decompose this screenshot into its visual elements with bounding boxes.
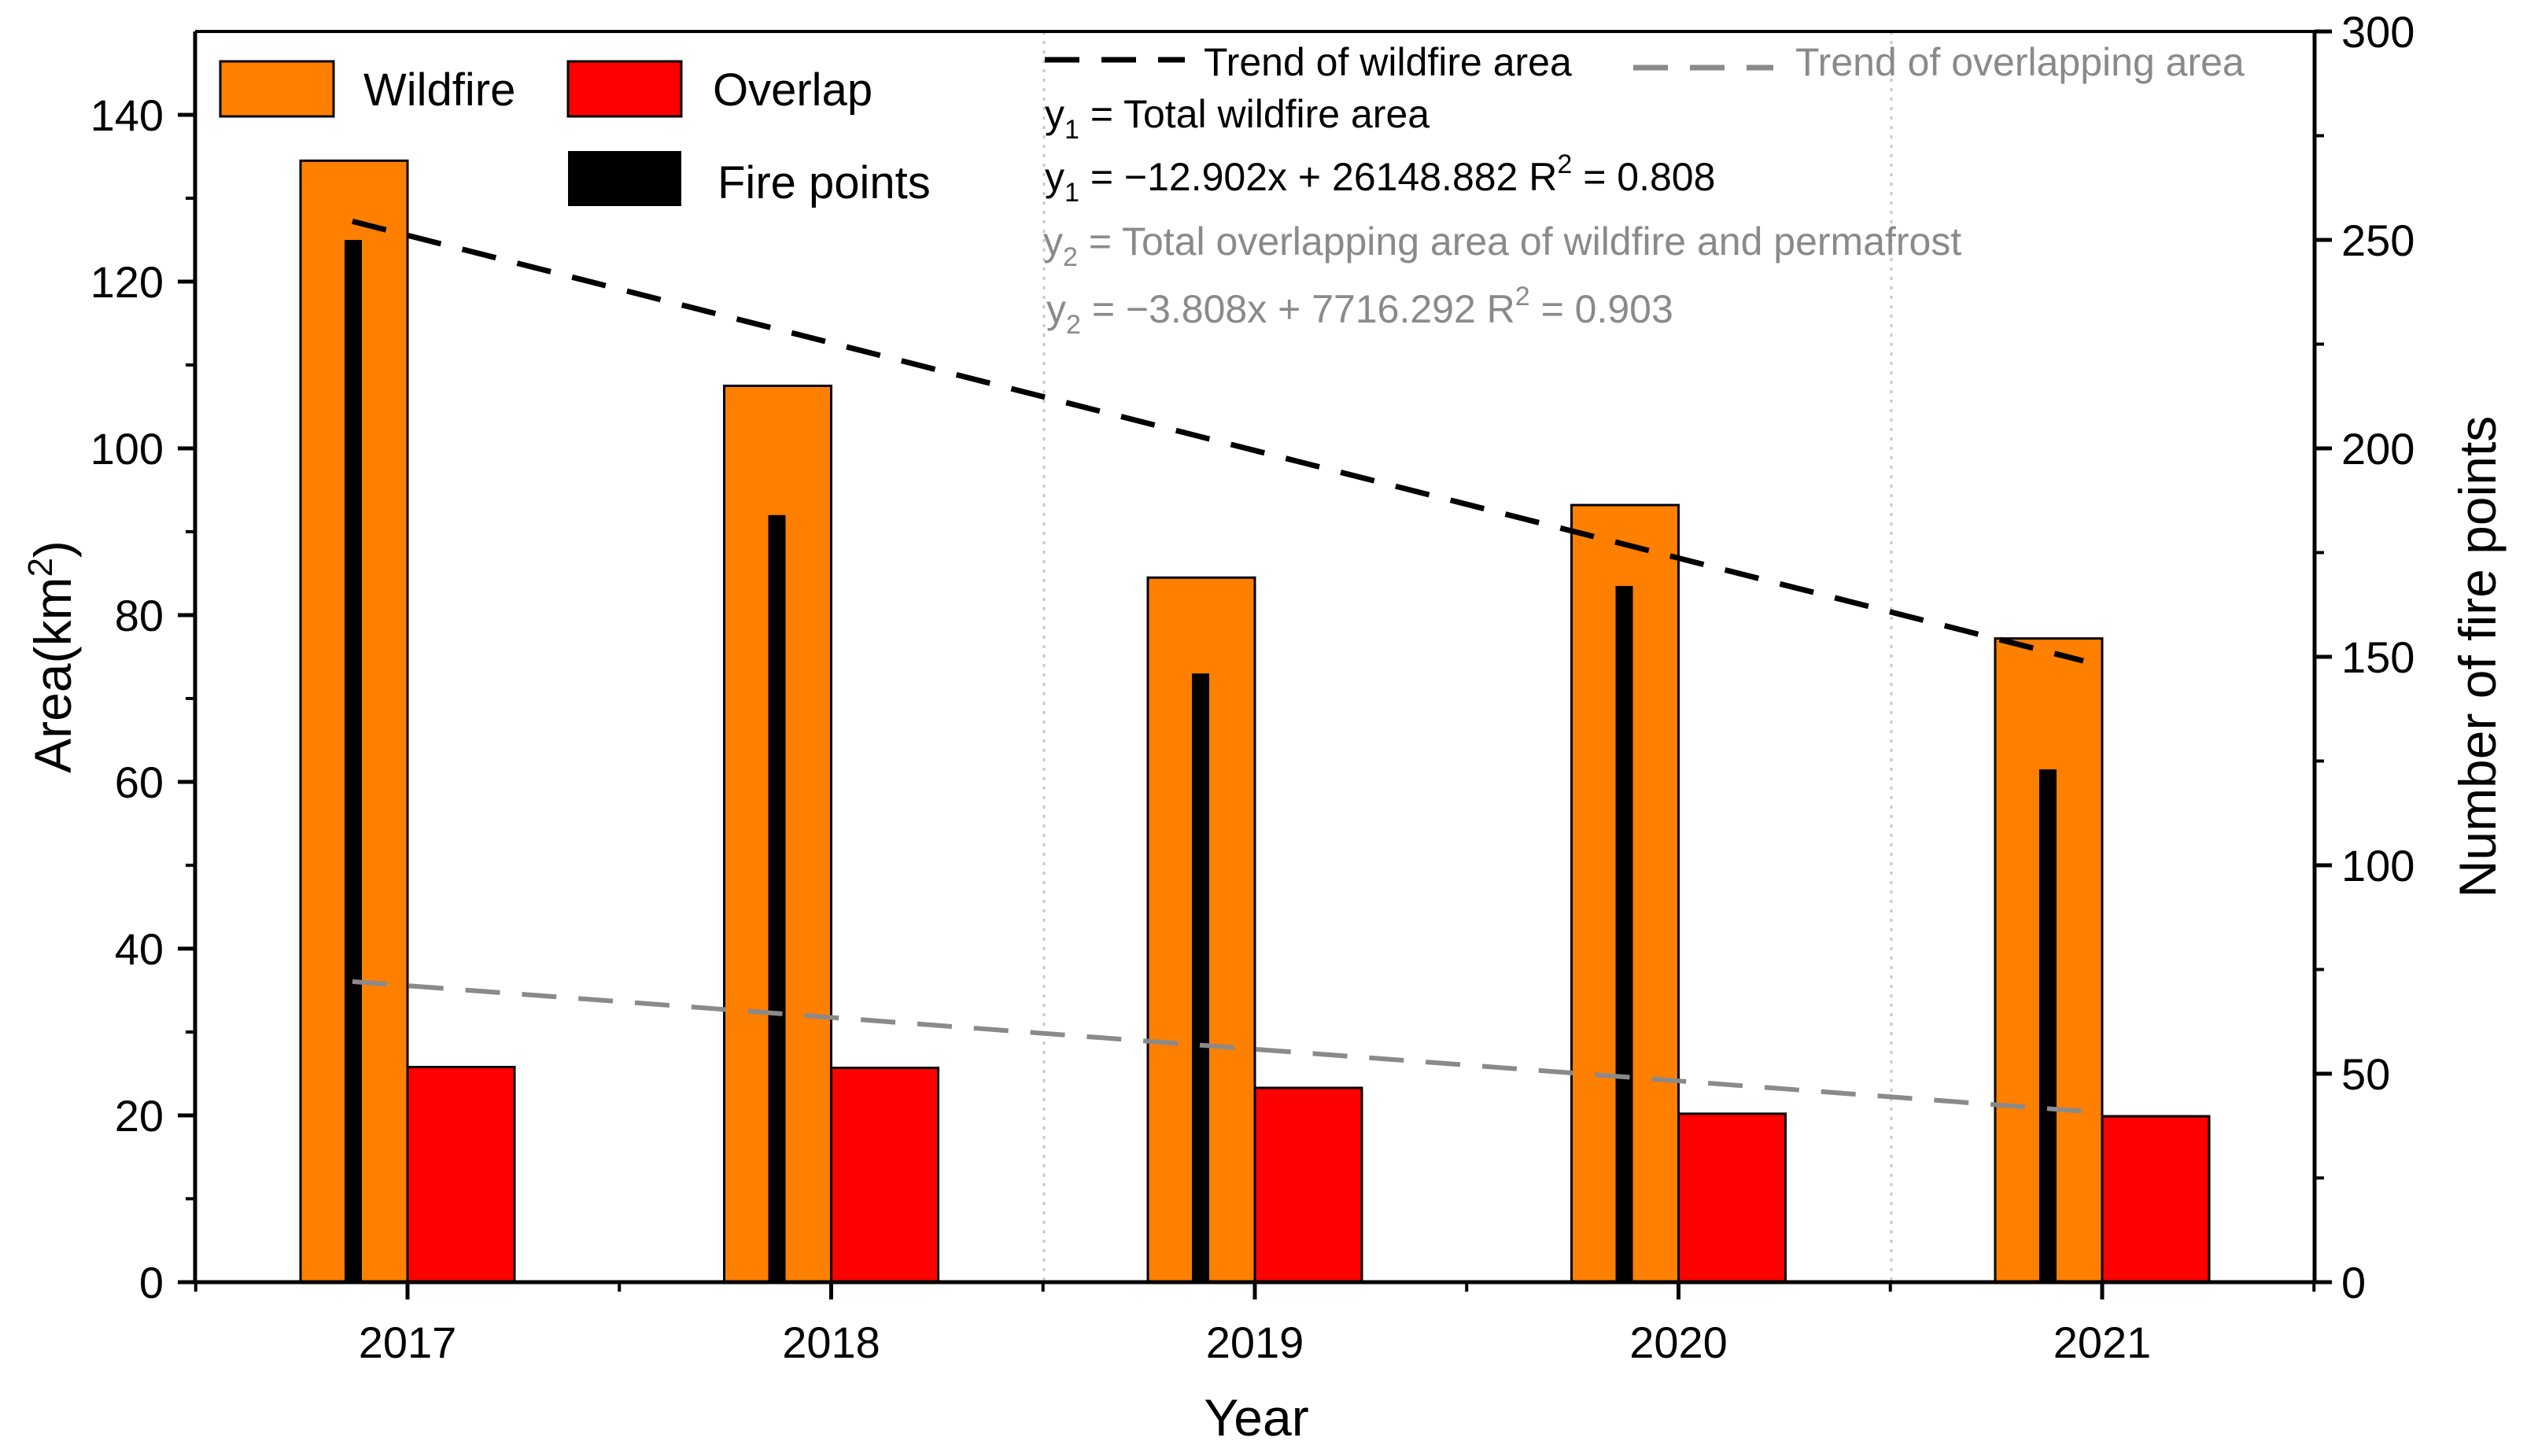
y2-tick-label-50: 50 (2341, 1049, 2390, 1099)
bar-fire-points-2021 (2039, 769, 2057, 1282)
bar-fire-points-2017 (345, 240, 362, 1282)
y-tick-label-60: 60 (115, 757, 164, 807)
y1-definition: y1 = Total wildfire area (1045, 92, 1430, 145)
y2-tick-label-100: 100 (2341, 841, 2414, 890)
x-tick-label-2017: 2017 (359, 1318, 457, 1367)
legend-swatch-fire-points (568, 151, 681, 206)
y-tick-label-80: 80 (115, 591, 164, 640)
legend-label-trend-wildfire: Trend of wildfire area (1204, 40, 1572, 84)
legend-label-trend-overlap: Trend of overlapping area (1795, 40, 2245, 84)
bar-overlap-2019 (1253, 1086, 1363, 1284)
y-tick-label-40: 40 (115, 924, 164, 974)
legend-label-fire-points: Fire points (718, 157, 931, 208)
y-tick-label-120: 120 (90, 257, 164, 307)
x-tick-label-2021: 2021 (2053, 1318, 2152, 1367)
y2-tick-label-150: 150 (2341, 632, 2414, 682)
x-axis-title: Year (1204, 1388, 1308, 1447)
y2-tick-label-200: 200 (2341, 424, 2414, 474)
trend-line-wildfire (352, 219, 2084, 664)
y2-equation: y2 = −3.808x + 7716.292 R2 = 0.903 (1046, 282, 1673, 340)
bars-layer (299, 159, 2211, 1284)
x-tick-label-2020: 2020 (1629, 1318, 1728, 1367)
bar-overlap-2017 (406, 1066, 516, 1284)
legend-swatch-wildfire (219, 60, 335, 118)
y-tick-label-100: 100 (90, 424, 164, 474)
bar-overlap-2021 (2101, 1115, 2211, 1284)
bar-overlap-2020 (1677, 1112, 1787, 1284)
y2-axis-title: Number of fire points (2448, 416, 2507, 898)
legend-label-overlap: Overlap (713, 65, 872, 116)
ticks-layer: 0 20 40 60 80 100 120 140 0 50 100 150 200 250 300 2017… (90, 7, 2415, 1367)
bar-overlap-2018 (830, 1067, 939, 1284)
bar-fire-points-2020 (1615, 585, 1633, 1282)
y2-tick-label-0: 0 (2341, 1258, 2366, 1307)
x-tick-label-2019: 2019 (1206, 1318, 1304, 1367)
y2-tick-label-250: 250 (2341, 216, 2414, 265)
y2-tick-label-300: 300 (2341, 7, 2414, 57)
legend-label-wildfire: Wildfire (363, 65, 515, 116)
y1-equation: y1 = −12.902x + 26148.882 R2 = 0.808 (1045, 149, 1715, 208)
trend-layer (352, 219, 2084, 1114)
y-axis-title: Area(km2) (21, 540, 82, 773)
legend-swatch-overlap (566, 60, 683, 118)
y-tick-label-0: 0 (139, 1258, 164, 1307)
trend-line-overlap (352, 979, 2084, 1114)
y-tick-label-20: 20 (115, 1091, 164, 1141)
bar-fire-points-2018 (768, 514, 786, 1282)
regression-annotations: y1 = Total wildfire area y1 = −12.902x +… (1043, 92, 1961, 340)
legend: Wildfire Overlap Fire points Trend of wi… (219, 40, 2245, 208)
y-tick-label-140: 140 (90, 90, 164, 140)
y2-definition: y2 = Total overlapping area of wildfire … (1043, 219, 1961, 272)
bar-fire-points-2019 (1192, 673, 1209, 1282)
x-tick-label-2018: 2018 (782, 1318, 880, 1367)
